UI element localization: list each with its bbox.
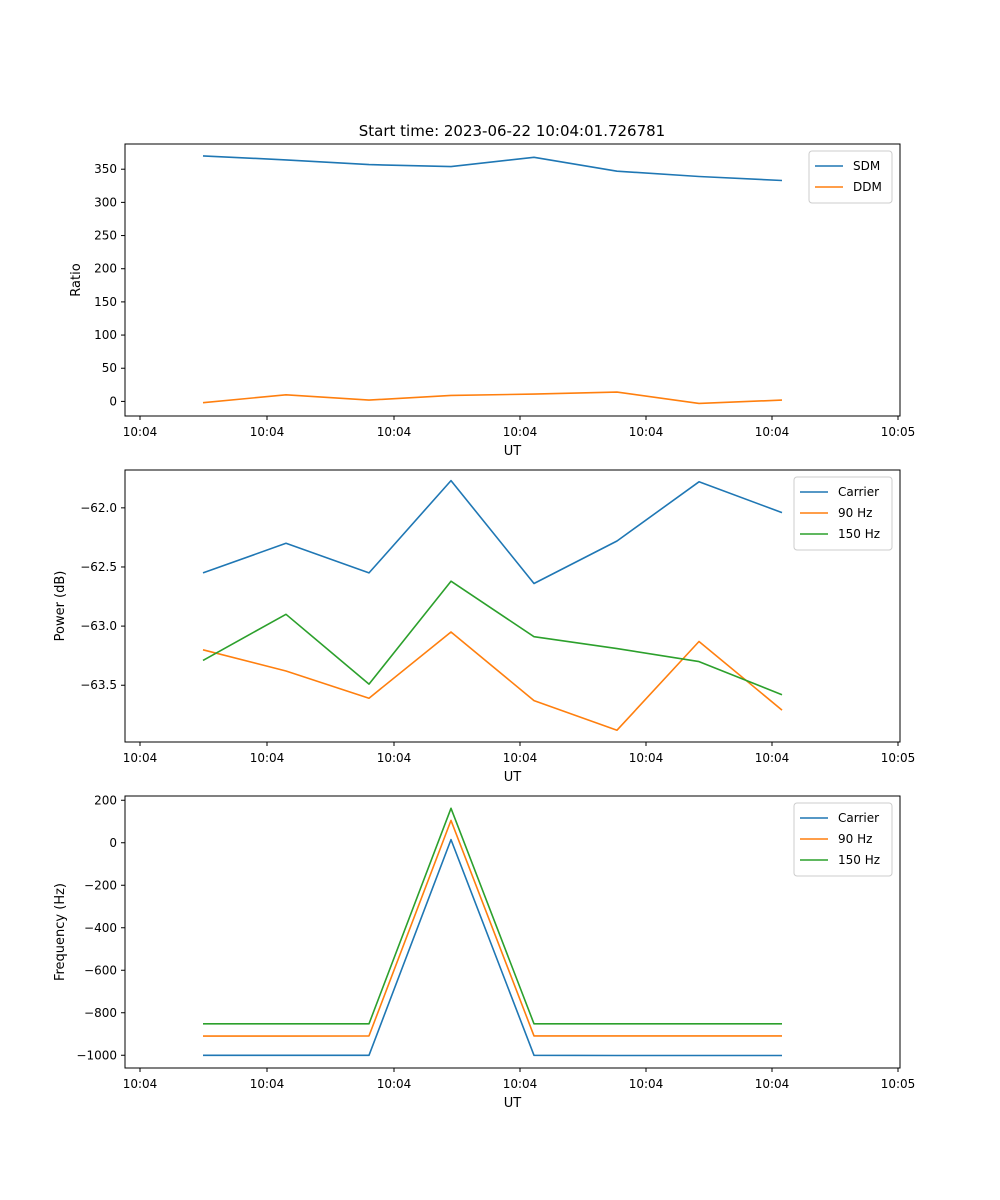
- chart-panel-3: −1000 −800 −600 −400 −200 0 200 10:04 10:04 10:04…: [53, 793, 915, 1111]
- x-tick-label: 10:04: [123, 425, 158, 439]
- x-axis-label: UT: [504, 770, 522, 785]
- y-tick-label: −400: [84, 921, 117, 935]
- x-tick-label: 10:04: [503, 425, 538, 439]
- axes-frame: [124, 469, 901, 743]
- x-tick-label: 10:04: [250, 751, 285, 765]
- y-tick-label: −63.0: [80, 619, 117, 633]
- legend-entry: 90 Hz: [838, 506, 872, 520]
- y-axis-label: Power (dB): [53, 571, 68, 642]
- x-tick-label: 10:04: [250, 1077, 285, 1091]
- y-tick-label: −1000: [76, 1048, 117, 1062]
- legend-entry: 150 Hz: [838, 853, 880, 867]
- series-line-sdm: [202, 155, 783, 182]
- y-tick-label: 0: [109, 836, 117, 850]
- y-tick-label: 200: [94, 793, 117, 807]
- series-line-ddm: [202, 391, 783, 405]
- x-tick-label: 10:04: [503, 751, 538, 765]
- legend-frame: [793, 802, 893, 877]
- x-axis-label: UT: [504, 1096, 522, 1111]
- x-tick-label: 10:04: [755, 425, 790, 439]
- x-tick-label: 10:05: [881, 751, 916, 765]
- y-tick-label: 250: [94, 229, 117, 243]
- legend: Carrier 90 Hz 150 Hz: [793, 802, 893, 877]
- legend-entry: 90 Hz: [838, 832, 872, 846]
- legend-entry: 150 Hz: [838, 527, 880, 541]
- legend-entry: SDM: [853, 159, 880, 173]
- x-tick-label: 10:04: [123, 1077, 158, 1091]
- legend: SDM DDM: [808, 150, 893, 204]
- legend: Carrier 90 Hz 150 Hz: [793, 476, 893, 551]
- x-tick-label: 10:04: [503, 1077, 538, 1091]
- y-tick-label: 300: [94, 195, 117, 209]
- x-tick-label: 10:04: [629, 425, 664, 439]
- y-tick-label: −800: [84, 1006, 117, 1020]
- series-line-carrier: [202, 479, 783, 585]
- x-tick-label: 10:04: [755, 1077, 790, 1091]
- x-tick-label: 10:04: [250, 425, 285, 439]
- y-tick-label: −600: [84, 963, 117, 977]
- x-tick-label: 10:05: [881, 425, 916, 439]
- y-tick-label: −63.5: [80, 678, 117, 692]
- y-tick-label: 350: [94, 162, 117, 176]
- y-tick-label: 200: [94, 262, 117, 276]
- x-tick-label: 10:05: [881, 1077, 916, 1091]
- chart-panels: 0 50 100 150 200 250 300 350 10:04 10:04 10:04 10:0…: [53, 143, 916, 1111]
- series-line-carrier: [203, 838, 782, 1057]
- x-tick-label: 10:04: [629, 751, 664, 765]
- figure-title: Start time: 2023-06-22 10:04:01.726781: [359, 122, 665, 140]
- y-tick-label: −200: [84, 878, 117, 892]
- x-tick-label: 10:04: [123, 751, 158, 765]
- y-tick-label: 100: [94, 328, 117, 342]
- x-tick-label: 10:04: [755, 751, 790, 765]
- legend-entry: DDM: [853, 180, 882, 194]
- y-tick-label: 50: [102, 361, 117, 375]
- chart-panel-1: 0 50 100 150 200 250 300 350 10:04 10:04 10:04 10:0…: [69, 143, 916, 459]
- series-line-90-hz: [202, 631, 783, 732]
- x-tick-label: 10:04: [377, 425, 412, 439]
- y-tick-label: 0: [109, 394, 117, 408]
- y-axis-label: Ratio: [69, 263, 84, 296]
- x-tick-label: 10:04: [629, 1077, 664, 1091]
- series-line-150-hz: [202, 580, 783, 696]
- series-line-150-hz: [203, 807, 782, 1025]
- x-axis-label: UT: [504, 444, 522, 459]
- axes-frame: [124, 143, 901, 417]
- axes-frame: [124, 795, 901, 1069]
- y-tick-label: −62.0: [80, 501, 117, 515]
- legend-entry: Carrier: [838, 485, 879, 499]
- y-tick-label: 150: [94, 295, 117, 309]
- legend-frame: [793, 476, 893, 551]
- x-tick-label: 10:04: [377, 751, 412, 765]
- chart-panel-2: −63.5 −63.0 −62.5 −62.0 10:04 10:04 10:04 10:04…: [53, 469, 916, 785]
- series-line-90-hz: [203, 819, 782, 1037]
- y-tick-label: −62.5: [80, 560, 117, 574]
- x-tick-label: 10:04: [377, 1077, 412, 1091]
- y-axis-label: Frequency (Hz): [53, 883, 68, 981]
- legend-frame: [808, 150, 893, 204]
- legend-entry: Carrier: [838, 811, 879, 825]
